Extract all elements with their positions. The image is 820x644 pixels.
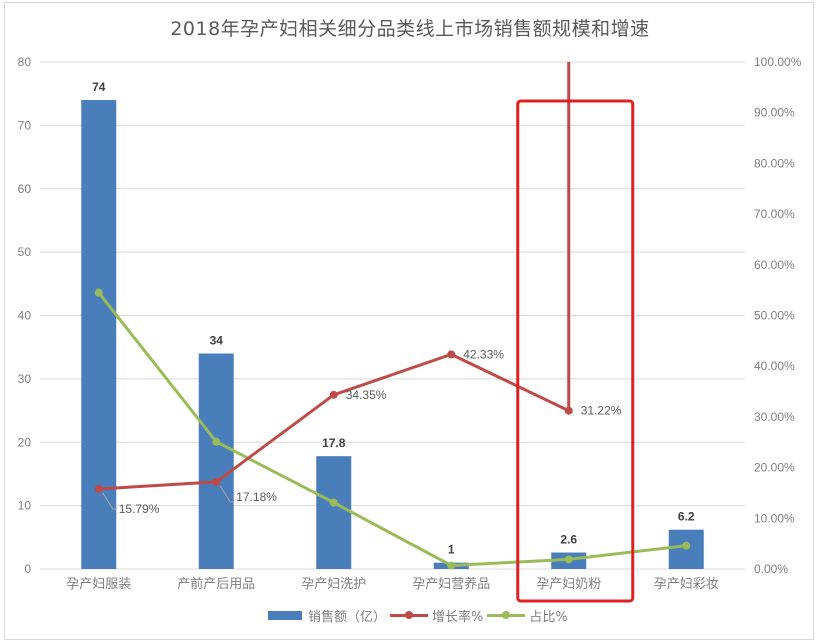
right-axis-tick: 40.00% bbox=[754, 359, 795, 373]
right-axis-tick: 100.00% bbox=[754, 55, 802, 69]
right-axis-tick: 70.00% bbox=[754, 207, 795, 221]
legend-bar-swatch bbox=[268, 611, 302, 620]
bar-value-label: 6.2 bbox=[678, 510, 695, 524]
legend-item-sales: 销售额（亿） bbox=[268, 606, 386, 625]
left-axis-tick: 50 bbox=[18, 245, 32, 259]
category-label: 孕产妇洗护 bbox=[301, 576, 366, 592]
right-axis-tick: 80.00% bbox=[754, 156, 795, 170]
legend-label-sales: 销售额（亿） bbox=[308, 610, 387, 625]
category-label: 孕产妇彩妆 bbox=[654, 576, 719, 592]
share-marker bbox=[329, 498, 338, 507]
left-axis-tick: 10 bbox=[18, 499, 32, 513]
growth-value-label: 17.18% bbox=[236, 490, 277, 504]
growth-value-label: 34.35% bbox=[346, 388, 387, 402]
right-axis-tick: 90.00% bbox=[754, 106, 795, 120]
right-axis-tick: 20.00% bbox=[754, 461, 795, 475]
leader-line bbox=[102, 492, 117, 510]
bar-value-label: 17.8 bbox=[322, 436, 346, 450]
share-marker bbox=[447, 561, 456, 570]
legend-label-share: 占比% bbox=[529, 610, 568, 625]
left-axis-tick: 20 bbox=[18, 435, 32, 449]
legend-share-swatch bbox=[487, 611, 526, 619]
share-line bbox=[97, 291, 687, 567]
chart-title: 2018年孕产妇相关细分品类线上市场销售额规模和增速 bbox=[170, 18, 650, 40]
share-marker bbox=[94, 288, 103, 297]
legend-label-growth: 增长率% bbox=[432, 610, 484, 625]
left-axis-tick: 0 bbox=[24, 562, 31, 576]
legend-growth-swatch bbox=[390, 611, 429, 619]
bar-value-label: 1 bbox=[448, 543, 455, 557]
category-label: 孕产妇服装 bbox=[66, 576, 131, 592]
share-marker bbox=[682, 541, 691, 550]
left-axis-tick: 80 bbox=[18, 55, 32, 69]
right-axis-tick: 60.00% bbox=[754, 258, 795, 272]
right-axis-tick: 10.00% bbox=[754, 511, 795, 525]
category-label: 孕产妇奶粉 bbox=[536, 576, 601, 592]
right-axis-tick: 30.00% bbox=[754, 410, 795, 424]
category-label: 产前产后用品 bbox=[177, 576, 255, 592]
share-marker bbox=[564, 555, 573, 564]
legend: 销售额（亿） 增长率% 占比% bbox=[268, 606, 572, 625]
category-label: 孕产妇营养品 bbox=[412, 576, 490, 592]
share-marker bbox=[212, 437, 221, 446]
growth-line bbox=[98, 62, 571, 491]
legend-item-growth: 增长率% bbox=[390, 606, 483, 625]
growth-marker bbox=[94, 484, 103, 493]
growth-marker bbox=[329, 390, 338, 399]
left-axis-tick: 60 bbox=[18, 182, 32, 196]
bar bbox=[316, 456, 352, 569]
left-axis-tick: 30 bbox=[18, 372, 32, 386]
bar bbox=[198, 353, 234, 569]
left-axis-tick: 70 bbox=[18, 118, 32, 132]
right-axis-tick: 0.00% bbox=[754, 562, 788, 576]
bar-value-label: 74 bbox=[92, 80, 106, 94]
growth-value-label: 42.33% bbox=[463, 347, 504, 361]
growth-value-label: 31.22% bbox=[581, 404, 622, 418]
bar-value-label: 2.6 bbox=[560, 533, 577, 547]
bar-value-label: 34 bbox=[210, 334, 224, 348]
growth-marker bbox=[564, 406, 573, 415]
right-axis-tick: 50.00% bbox=[754, 309, 795, 323]
leader-line bbox=[219, 485, 235, 503]
bar bbox=[81, 100, 117, 570]
legend-item-share: 占比% bbox=[487, 606, 568, 625]
growth-marker bbox=[447, 350, 456, 359]
growth-value-label: 15.79% bbox=[119, 502, 160, 516]
growth-marker bbox=[212, 477, 221, 486]
left-axis-tick: 40 bbox=[18, 309, 32, 323]
highlight-box bbox=[516, 99, 635, 603]
